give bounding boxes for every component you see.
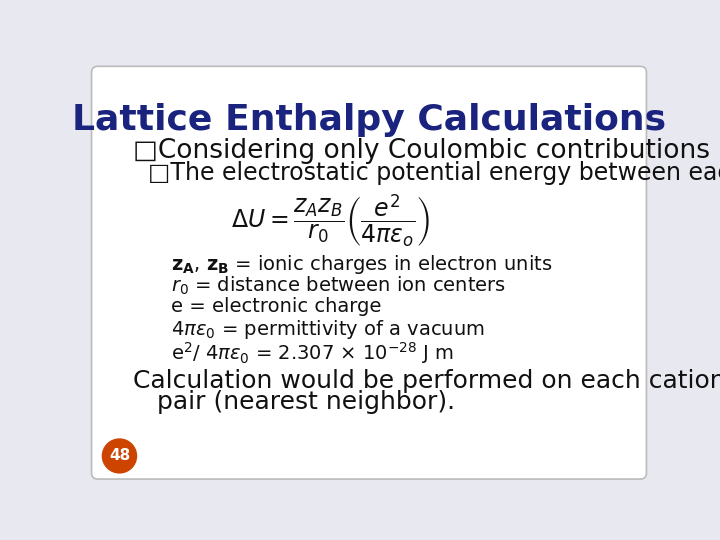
Text: □Considering only Coulombic contributions: □Considering only Coulombic contribution…	[132, 138, 710, 164]
Text: $4\pi\varepsilon_0$ = permittivity of a vacuum: $4\pi\varepsilon_0$ = permittivity of a …	[171, 318, 485, 341]
Text: 48: 48	[109, 448, 130, 463]
Text: $\mathbf{z_A}$, $\mathbf{z_B}$ = ionic charges in electron units: $\mathbf{z_A}$, $\mathbf{z_B}$ = ionic c…	[171, 253, 553, 276]
Text: □The electrostatic potential energy between each pair.: □The electrostatic potential energy betw…	[148, 161, 720, 185]
Circle shape	[102, 439, 137, 473]
FancyBboxPatch shape	[91, 66, 647, 479]
Text: e = electronic charge: e = electronic charge	[171, 296, 382, 315]
Text: Lattice Enthalpy Calculations: Lattice Enthalpy Calculations	[72, 103, 666, 137]
Text: Calculation would be performed on each cation/anion: Calculation would be performed on each c…	[132, 369, 720, 393]
Text: e$^2$/ $4\pi\varepsilon_0$ = 2.307 $\times$ 10$^{-28}$ J m: e$^2$/ $4\pi\varepsilon_0$ = 2.307 $\tim…	[171, 340, 454, 366]
Text: pair (nearest neighbor).: pair (nearest neighbor).	[132, 390, 455, 414]
Text: $r_0$ = distance between ion centers: $r_0$ = distance between ion centers	[171, 275, 507, 298]
Text: $\Delta U = \dfrac{z_A z_B}{r_0}\left(\dfrac{e^2}{4\pi\varepsilon_o}\right)$: $\Delta U = \dfrac{z_A z_B}{r_0}\left(\d…	[230, 192, 430, 248]
